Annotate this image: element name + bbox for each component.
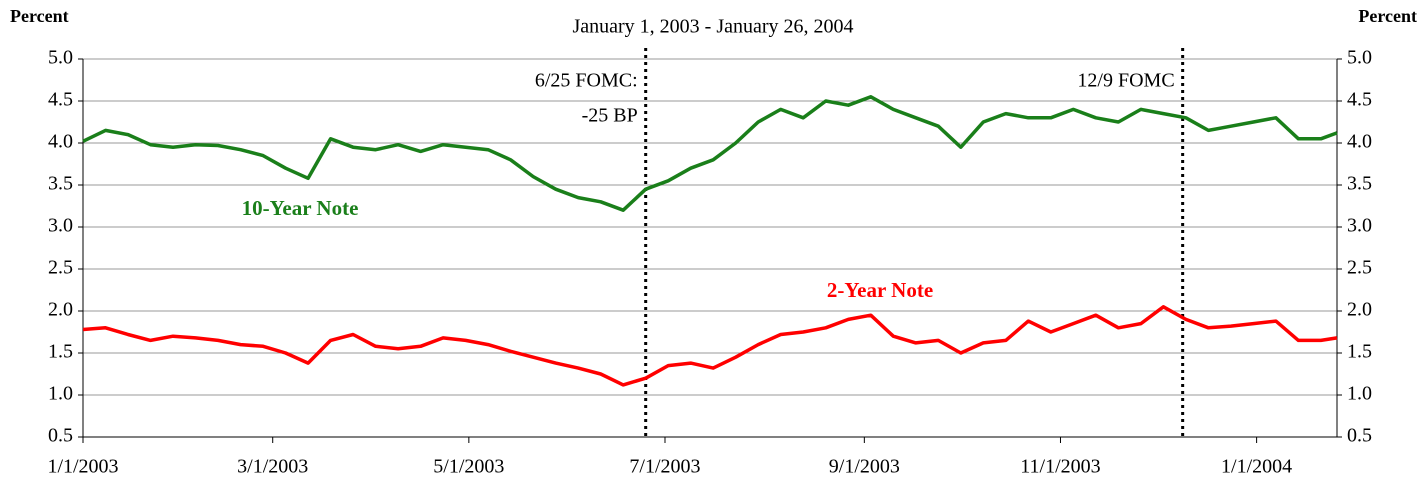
y2-tick-label: 0.5 xyxy=(1347,425,1372,447)
y2-tick-label: 5.0 xyxy=(1347,47,1372,69)
annotation: 12/9 FOMC xyxy=(1077,70,1174,92)
y-tick-label: 3.0 xyxy=(48,215,73,237)
y-axis-title: Percent xyxy=(10,6,69,26)
y-tick-label: 2.0 xyxy=(48,299,73,321)
line xyxy=(82,95,1338,212)
y-tick-label: 4.0 xyxy=(48,131,73,153)
series-label: 2-Year Note xyxy=(827,278,933,302)
y-tick-label: 1.5 xyxy=(48,341,73,363)
y2-tick-label: 1.0 xyxy=(1347,383,1372,405)
y2-tick-label: 1.5 xyxy=(1347,341,1372,363)
y-tick-label: 5.0 xyxy=(48,47,73,69)
y2-tick-label: 4.5 xyxy=(1347,89,1372,111)
annotation: 6/25 FOMC: xyxy=(535,70,638,92)
y2-tick-label: 3.5 xyxy=(1347,173,1372,195)
x-tick-label: 9/1/2003 xyxy=(829,456,900,478)
x-tick-label: 1/1/2004 xyxy=(1221,456,1292,478)
chart-subtitle: January 1, 2003 - January 26, 2004 xyxy=(572,16,853,38)
y-tick-label: 1.0 xyxy=(48,383,73,405)
series-label: 10-Year Note xyxy=(242,196,359,220)
x-tick-label: 7/1/2003 xyxy=(629,456,700,478)
x-tick-label: 1/1/2003 xyxy=(47,456,118,478)
x-tick-label: 3/1/2003 xyxy=(237,456,308,478)
y2-tick-label: 4.0 xyxy=(1347,131,1372,153)
y2-tick-label: 3.0 xyxy=(1347,215,1372,237)
line xyxy=(82,305,1338,387)
x-tick-label: 5/1/2003 xyxy=(433,456,504,478)
y2-axis-title: Percent xyxy=(1358,6,1417,26)
y-tick-label: 2.5 xyxy=(48,257,73,279)
y2-tick-label: 2.0 xyxy=(1347,299,1372,321)
y2-tick-label: 2.5 xyxy=(1347,257,1372,279)
y-tick-label: 0.5 xyxy=(48,425,73,447)
x-tick-label: 11/1/2003 xyxy=(1020,456,1100,478)
annotation: -25 BP xyxy=(582,105,638,127)
y-tick-label: 3.5 xyxy=(48,173,73,195)
y-tick-label: 4.5 xyxy=(48,89,73,111)
